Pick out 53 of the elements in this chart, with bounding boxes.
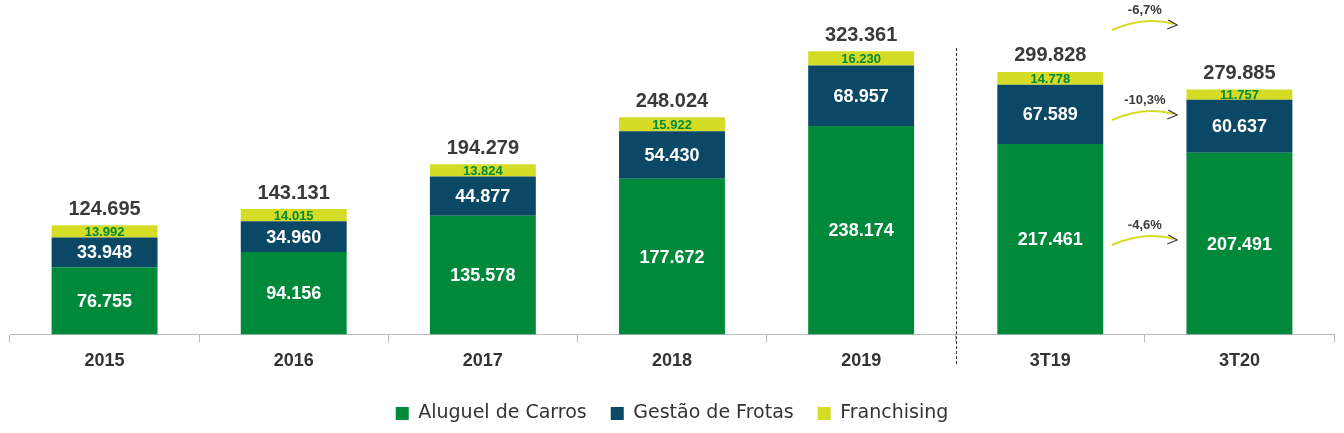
legend-label: Aluguel de Carros <box>418 400 587 423</box>
legend-label: Franchising <box>840 400 949 423</box>
x-tick-label: 2017 <box>462 350 503 371</box>
data-label: 68.957 <box>833 85 889 106</box>
data-label: 14.778 <box>1030 70 1071 86</box>
data-label: 14.015 <box>273 207 314 223</box>
bar <box>997 84 1104 145</box>
bar <box>619 178 725 335</box>
data-label: 34.960 <box>266 226 322 247</box>
total-label: 279.885 <box>1203 60 1276 83</box>
legend-label: Gestão de Frotas <box>633 400 794 423</box>
data-label: 67.589 <box>1022 104 1078 125</box>
data-label: 135.578 <box>450 265 516 286</box>
data-label: 207.491 <box>1206 233 1272 254</box>
x-tick-label: 2016 <box>273 350 314 371</box>
bar <box>997 144 1104 335</box>
data-label: 54.430 <box>644 145 700 165</box>
annotation: -4,6% <box>1127 216 1163 232</box>
x-tick-label: 2019 <box>841 350 882 371</box>
bar <box>429 176 536 216</box>
x-tick-label: 2015 <box>84 350 125 371</box>
data-label: 76.755 <box>77 290 133 311</box>
data-label: 16.230 <box>841 51 882 66</box>
total-label: 143.131 <box>257 180 330 203</box>
text: -6,7% <box>1127 1 1163 17</box>
data-label: 238.174 <box>828 220 894 241</box>
total-label: 194.279 <box>446 135 520 158</box>
annotation: -10,3% <box>1124 92 1166 108</box>
data-label: 15.922 <box>652 116 692 132</box>
total-label: 124.695 <box>68 196 141 219</box>
data-label: 177.672 <box>639 246 705 267</box>
bar <box>808 125 915 335</box>
data-label: 94.156 <box>266 283 322 304</box>
data-label: 44.877 <box>455 186 511 207</box>
data-label: 13.824 <box>462 162 504 178</box>
bar <box>1186 152 1293 335</box>
bar <box>429 215 536 335</box>
total-label: 248.024 <box>635 88 710 111</box>
bar <box>808 65 915 126</box>
data-label: 33.948 <box>77 242 133 263</box>
bar <box>240 251 347 335</box>
data-label: 13.992 <box>84 223 125 239</box>
data-label: 217.461 <box>1017 229 1083 250</box>
bar <box>51 267 158 335</box>
data-label: 11.757 <box>1219 87 1259 103</box>
x-tick-label: 3T19 <box>1029 350 1071 371</box>
bar <box>619 131 725 179</box>
x-tick-label: 3T20 <box>1218 350 1260 371</box>
data-label: 60.637 <box>1211 116 1267 137</box>
total-label: 323.361 <box>824 22 898 45</box>
bar <box>1186 99 1293 153</box>
x-tick-label: 2018 <box>651 350 693 371</box>
total-label: 299.828 <box>1014 43 1087 66</box>
